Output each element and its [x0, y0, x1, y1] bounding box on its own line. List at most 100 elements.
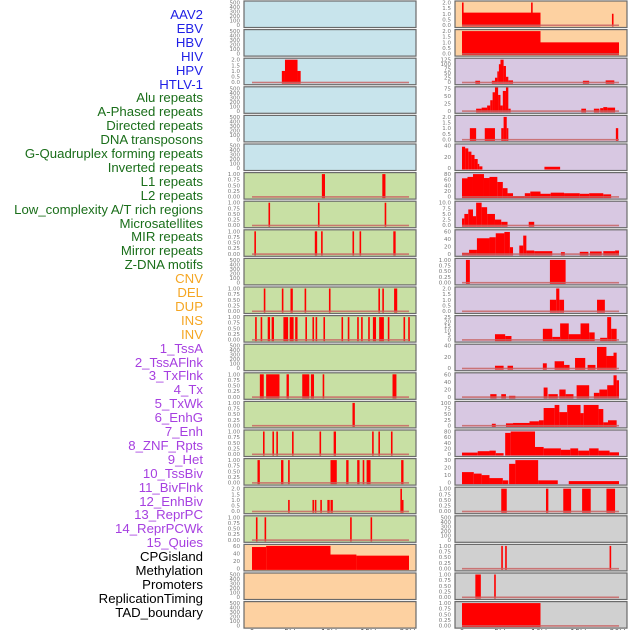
y-tick-label: 0.50	[228, 384, 241, 390]
y-tick-label: 1.00	[228, 401, 241, 407]
y-tick-label: 0.5	[231, 504, 240, 510]
y-tick-label: 0.25	[228, 532, 241, 538]
data-bar	[515, 460, 539, 485]
data-bar	[570, 448, 579, 456]
data-bar	[341, 317, 344, 342]
panel-background	[243, 572, 417, 601]
track-label: 14_ReprPCWk	[115, 521, 203, 537]
track-label: 10_TssBiv	[142, 465, 203, 481]
y-tick-label: 0.25	[439, 589, 452, 595]
data-bar	[263, 288, 266, 313]
y-tick-label: 0.50	[439, 269, 452, 275]
data-bar	[497, 181, 503, 199]
data-bar	[500, 59, 504, 84]
y-tick-label: 0.25	[228, 446, 241, 452]
data-bar	[613, 352, 617, 370]
y-tick-label: 0	[237, 624, 241, 630]
data-bar	[255, 317, 257, 342]
panel-background	[243, 486, 417, 515]
y-tick-label: 0.75	[228, 235, 241, 241]
baseline	[462, 281, 619, 284]
baseline	[252, 81, 409, 84]
track-label: Alu repeats	[136, 90, 203, 106]
y-tick-label: 0	[448, 80, 452, 86]
panel-background	[454, 257, 628, 286]
data-bar	[394, 288, 398, 313]
y-tick-label: 0.00	[228, 309, 241, 315]
data-bar	[471, 154, 475, 170]
y-tick-label: 100	[230, 47, 241, 53]
track-label: ReplicationTiming	[98, 590, 203, 606]
data-bar	[392, 374, 397, 399]
data-bar	[489, 237, 496, 256]
track-label: 2_TssAFlnk	[134, 354, 203, 370]
y-tick-label: 20	[444, 387, 451, 393]
x-tick-label: 0	[250, 628, 255, 630]
data-bar	[600, 108, 604, 113]
y-tick-label: 500	[230, 86, 241, 92]
y-tick-label: 0.00	[439, 624, 452, 630]
y-tick-label: 0.0	[442, 23, 451, 29]
data-bar	[543, 387, 548, 399]
data-bar	[489, 176, 498, 199]
track-label: INS	[181, 312, 203, 328]
data-bar	[400, 488, 402, 513]
y-tick-label: 300	[230, 353, 241, 359]
data-bar	[286, 374, 289, 399]
y-tick-label: 0.00	[228, 223, 241, 229]
track-panel: 2.01.51.00.50.0	[231, 486, 417, 515]
y-tick-label: 100	[230, 104, 241, 110]
y-tick-label: 0.50	[228, 469, 241, 475]
data-bar	[587, 364, 596, 370]
data-bar	[475, 574, 481, 599]
x-tick-label: 10kb	[531, 628, 550, 630]
data-bar	[544, 166, 561, 170]
track-panel: 1.000.750.500.250.00	[439, 543, 628, 572]
track-panel: 2.01.51.00.50.0	[442, 286, 628, 315]
data-bar	[276, 431, 278, 456]
y-tick-label: 75	[444, 407, 451, 413]
data-bar	[560, 449, 571, 456]
y-tick-label: 1.00	[228, 430, 241, 436]
track-label: HPV	[175, 62, 203, 78]
data-bar	[489, 478, 503, 485]
data-bar	[575, 357, 586, 370]
data-bar	[462, 178, 468, 199]
data-bar	[589, 332, 595, 342]
y-tick-label: 20	[444, 244, 451, 250]
y-tick-label: 300	[230, 10, 241, 16]
data-bar	[501, 545, 503, 570]
y-tick-label: 0.50	[439, 612, 452, 618]
y-tick-label: 1.0	[442, 298, 451, 304]
y-tick-label: 500	[230, 1, 241, 7]
y-tick-label: 75	[444, 67, 451, 73]
data-bar	[284, 59, 298, 84]
data-bar	[568, 481, 619, 485]
y-tick-label: 500	[230, 258, 241, 264]
track-panel: 1.000.750.500.250.00	[228, 172, 417, 201]
data-bar	[526, 250, 535, 256]
data-bar	[372, 317, 377, 342]
data-bar	[476, 238, 490, 256]
y-tick-label: 20	[444, 466, 451, 472]
data-bar	[401, 499, 404, 513]
track-label: 13_ReprPC	[134, 507, 203, 523]
y-tick-label: 500	[230, 115, 241, 121]
x-tick-label: 20kb	[400, 628, 419, 630]
data-bar	[327, 499, 330, 513]
data-bar	[297, 70, 301, 84]
data-bar	[492, 92, 495, 113]
baseline	[252, 396, 409, 398]
y-tick-label: 0.00	[228, 423, 241, 429]
x-tick-label: 15kb	[570, 628, 589, 630]
data-bar	[483, 178, 490, 199]
data-bar	[611, 13, 614, 27]
y-tick-label: 0.0	[442, 309, 451, 315]
track-panel: 1.000.750.500.250.00	[228, 229, 417, 258]
data-bar	[607, 107, 616, 113]
y-tick-label: 15	[444, 324, 451, 330]
data-bar	[502, 90, 506, 113]
